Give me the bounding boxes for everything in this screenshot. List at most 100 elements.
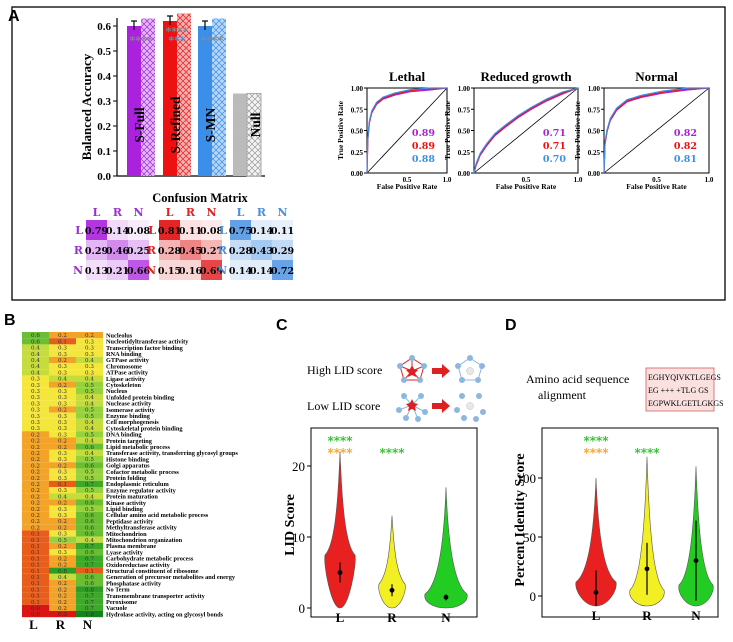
heatmap-value: 0.5 bbox=[85, 414, 94, 420]
heatmap-value: 0.1 bbox=[31, 538, 40, 544]
roc-auc-value: 0.82 bbox=[674, 141, 697, 152]
bar-hatched-s-full bbox=[141, 18, 155, 176]
heatmap-cell bbox=[22, 338, 49, 345]
heatmap-value: 0.2 bbox=[31, 525, 40, 531]
heatmap-cell bbox=[22, 462, 49, 469]
confusion-cell-value: 0.45 bbox=[179, 246, 202, 257]
heatmap-value: 0.0 bbox=[58, 612, 67, 618]
roc-auc-value: 0.89 bbox=[412, 128, 436, 139]
heatmap-value: 0.4 bbox=[85, 401, 94, 407]
heatmap-cell bbox=[49, 561, 76, 568]
heatmap-value: 0.7 bbox=[85, 563, 94, 569]
heatmap-cell bbox=[22, 561, 49, 568]
confusion-cell-value: 0.72 bbox=[271, 266, 294, 277]
heatmap-value: 0.5 bbox=[85, 408, 94, 414]
heatmap-cell bbox=[49, 344, 76, 351]
heatmap-value: 0.2 bbox=[31, 476, 40, 482]
heatmap-value: 0.3 bbox=[31, 408, 40, 414]
confusion-cell bbox=[180, 220, 201, 240]
heatmap-cell bbox=[49, 549, 76, 556]
heatmap-value: 0.1 bbox=[31, 587, 40, 593]
panel-c-letter: C bbox=[276, 317, 288, 334]
roc-title: Reduced growth bbox=[480, 69, 572, 84]
heatmap-cell bbox=[49, 604, 76, 611]
sig-green-R: **** bbox=[634, 446, 660, 460]
roc-y-tick-label: 1.00 bbox=[588, 85, 601, 93]
confusion-cell bbox=[201, 220, 222, 240]
violin-category-label: R bbox=[642, 608, 652, 623]
heatmap-value: 0.6 bbox=[31, 333, 40, 339]
heatmap-value: 0.2 bbox=[58, 439, 67, 445]
confusion-cell-value: 0.11 bbox=[179, 226, 202, 237]
heatmap-term: Ligase activity bbox=[106, 376, 146, 383]
violin-y-tick-label: 20 bbox=[292, 459, 305, 474]
confusion-cell bbox=[107, 240, 128, 260]
pid-plot-frame bbox=[541, 427, 719, 618]
heatmap-value: 0.1 bbox=[31, 556, 40, 562]
heatmap-term: Generation of precursor metabolites and … bbox=[106, 574, 236, 581]
heatmap-value: 0.3 bbox=[58, 395, 67, 401]
confusion-col-label: L bbox=[237, 206, 245, 219]
heatmap-cell bbox=[76, 344, 103, 351]
heatmap-value: 0.7 bbox=[85, 482, 94, 488]
heatmap-cell bbox=[76, 493, 103, 500]
confusion-cell-value: 0.21 bbox=[106, 266, 129, 277]
heatmap-cell bbox=[76, 573, 103, 580]
confusion-cell-value: 0.29 bbox=[85, 246, 109, 257]
confusion-col-label: N bbox=[206, 206, 216, 219]
heatmap-value: 0.2 bbox=[31, 470, 40, 476]
sig-orange-L: **** bbox=[583, 446, 609, 460]
heatmap-value: 0.1 bbox=[58, 482, 67, 488]
confusion-cell bbox=[201, 260, 222, 280]
heatmap-cell bbox=[22, 350, 49, 357]
heatmap-value: 0.3 bbox=[58, 532, 67, 538]
roc-panel-3: Normal 0.00 0.25 0.50 0.75 1.00 0.5 1.0 False Po… bbox=[573, 69, 714, 191]
confusion-row-label: R bbox=[74, 244, 84, 257]
heatmap-value: 0.6 bbox=[31, 339, 40, 345]
heatmap-cell bbox=[49, 394, 76, 401]
heatmap-cell bbox=[22, 431, 49, 438]
heatmap-term: GTPase activity bbox=[106, 357, 150, 364]
heatmap-cell bbox=[49, 443, 76, 450]
heatmap-term: Enzyme regulator activity bbox=[106, 487, 177, 494]
bar-y-tick-label: 0.1 bbox=[97, 146, 111, 158]
heatmap-cell bbox=[49, 418, 76, 425]
heatmap-value: 0.3 bbox=[85, 364, 94, 370]
confusion-col-label: R bbox=[186, 206, 196, 219]
confusion-cell-value: 0.29 bbox=[271, 246, 295, 257]
heatmap-cell bbox=[76, 542, 103, 549]
heatmap-value: 0.3 bbox=[58, 470, 67, 476]
bar-group-label: S-MN bbox=[203, 108, 218, 143]
heatmap-cell bbox=[22, 468, 49, 475]
heatmap-value: 0.2 bbox=[31, 519, 40, 525]
heatmap-cell bbox=[49, 369, 76, 376]
heatmap-value: 0.4 bbox=[85, 451, 94, 457]
heatmap-value: 0.2 bbox=[31, 439, 40, 445]
heatmap-cell bbox=[22, 474, 49, 481]
heatmap-value: 0.2 bbox=[31, 507, 40, 513]
roc-curves: Lethal 0.00 0.25 0.50 0.75 1.00 0.5 1.0 False Po… bbox=[336, 69, 714, 191]
heatmap-value: 0.4 bbox=[58, 494, 67, 500]
heatmap-value: 0.2 bbox=[58, 556, 67, 562]
heatmap-cell bbox=[22, 573, 49, 580]
heatmap-value: 0.3 bbox=[31, 426, 40, 432]
heatmap-value: 0.3 bbox=[85, 339, 94, 345]
heatmap-value: 0.2 bbox=[58, 333, 67, 339]
roc-y-tick-label: 0.75 bbox=[458, 106, 471, 114]
heatmap-value: 0.5 bbox=[85, 389, 94, 395]
heatmap-cell bbox=[76, 567, 103, 574]
heatmap-cell bbox=[49, 412, 76, 419]
heatmap-cell bbox=[22, 555, 49, 562]
heatmap-cell bbox=[76, 586, 103, 593]
heatmap-value: 0.2 bbox=[31, 451, 40, 457]
heatmap-cell bbox=[76, 611, 103, 618]
heatmap-value: 0.8 bbox=[58, 569, 67, 575]
low-lid-label: Low LID score bbox=[307, 399, 380, 413]
confusion-row-label: N bbox=[73, 264, 83, 277]
heatmap-cell bbox=[49, 542, 76, 549]
heatmap-cell bbox=[49, 462, 76, 469]
confusion-matrix-refined: LLRRNN0.810.110.080.280.450.270.150.160.… bbox=[146, 206, 223, 280]
heatmap-term: Nucleolus bbox=[106, 332, 133, 339]
heatmap-cell bbox=[22, 480, 49, 487]
